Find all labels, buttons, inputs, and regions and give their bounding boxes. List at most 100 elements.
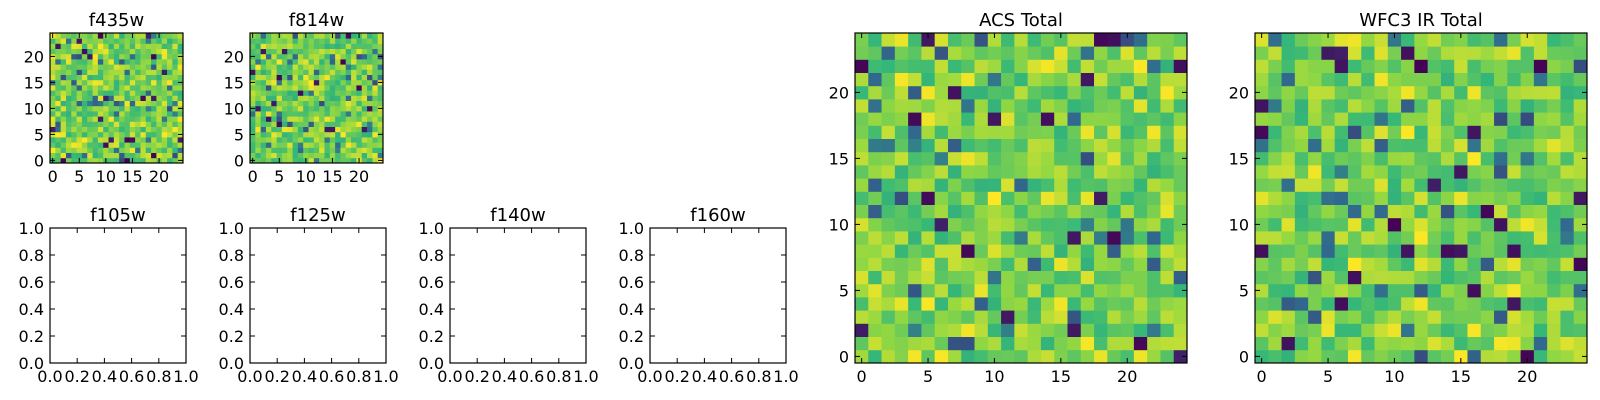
- heatmap-cell: [303, 64, 309, 70]
- heatmap-cell: [76, 142, 83, 148]
- heatmap-cell: [1094, 125, 1108, 139]
- heatmap-cell: [1255, 270, 1269, 285]
- heatmap-cell: [271, 111, 277, 117]
- heatmap-cell: [1467, 33, 1482, 47]
- heatmap-cell: [1401, 125, 1415, 139]
- heatmap-cell: [1374, 151, 1389, 166]
- heatmap-cell: [177, 147, 184, 153]
- heatmap-cell: [135, 126, 141, 133]
- heatmap-cell: [172, 105, 179, 112]
- heatmap-cell: [1054, 297, 1068, 311]
- heatmap-cell: [1480, 112, 1495, 126]
- heatmap-cell: [1173, 297, 1188, 311]
- heatmap-cell: [1054, 59, 1068, 73]
- heatmap-cell: [276, 79, 283, 86]
- heatmap-cell: [1173, 151, 1188, 166]
- heatmap-cell: [361, 90, 368, 96]
- heatmap-cell: [87, 137, 93, 143]
- heatmap-cell: [308, 131, 315, 138]
- heatmap-cell: [297, 48, 304, 55]
- heatmap-cell: [172, 33, 179, 39]
- heatmap-cell: [340, 137, 347, 143]
- heatmap-cell: [145, 33, 152, 39]
- heatmap-cell: [103, 116, 109, 122]
- heatmap-cell: [934, 257, 949, 271]
- heatmap-cell: [1107, 204, 1121, 219]
- heatmap-cell: [1160, 270, 1175, 285]
- heatmap-cell: [1334, 297, 1349, 311]
- heatmap-cell: [313, 142, 320, 148]
- heatmap-cell: [1560, 72, 1575, 87]
- heatmap-cell: [868, 178, 882, 192]
- heatmap-cell: [140, 157, 147, 164]
- heatmap-cell: [340, 43, 347, 49]
- heatmap-cell: [167, 90, 173, 96]
- heatmap-cell: [987, 270, 1002, 285]
- heatmap-cell: [1507, 46, 1521, 60]
- heatmap-cell: [881, 151, 896, 166]
- heatmap-cell: [1374, 33, 1389, 47]
- heatmap-cell: [145, 38, 152, 44]
- heatmap-cell: [287, 90, 293, 96]
- heatmap-cell: [1347, 178, 1362, 192]
- heatmap-cell: [1533, 178, 1548, 192]
- heatmap-cell: [377, 74, 384, 81]
- heatmap-cell: [351, 53, 357, 60]
- heatmap-cell: [50, 152, 56, 159]
- heatmap-cell: [881, 231, 896, 245]
- heatmap-cell: [1160, 217, 1175, 232]
- heatmap-cell: [250, 59, 256, 65]
- heatmap-cell: [260, 43, 267, 49]
- heatmap-cell: [65, 53, 72, 60]
- heatmap-cell: [113, 131, 120, 138]
- heatmap-cell: [1027, 178, 1042, 192]
- heatmap-cell: [1173, 323, 1188, 337]
- heatmap-cell: [868, 125, 882, 139]
- heatmap-cell: [1308, 33, 1322, 47]
- heatmap-cell: [313, 105, 320, 112]
- heatmap-cell: [324, 64, 331, 70]
- heatmap-cell: [1321, 178, 1336, 192]
- heatmap-cell: [287, 95, 293, 101]
- heatmap-cell: [1001, 204, 1015, 219]
- heatmap-cell: [367, 157, 373, 164]
- heatmap-cell: [1454, 349, 1468, 364]
- heatmap-cell: [145, 69, 152, 75]
- heatmap-cell: [1147, 125, 1161, 139]
- heatmap-cell: [1255, 138, 1269, 153]
- heatmap-cell: [1294, 125, 1309, 139]
- heatmap-cell: [292, 100, 299, 107]
- heatmap-cell: [1427, 59, 1442, 73]
- heatmap-cell: [71, 74, 77, 81]
- heatmap-cell: [113, 79, 120, 86]
- heatmap-cell: [1040, 310, 1055, 324]
- heatmap-cell: [108, 59, 115, 65]
- heatmap-cell: [103, 48, 109, 55]
- heatmap-cell: [1014, 59, 1029, 73]
- heatmap-cell: [894, 46, 909, 60]
- heatmap-cell: [319, 64, 325, 70]
- heatmap-cell: [1321, 323, 1336, 337]
- heatmap-cell: [308, 69, 315, 75]
- heatmap-cell: [1467, 270, 1482, 285]
- heatmap-cell: [1308, 323, 1322, 337]
- heatmap-cell: [71, 157, 77, 164]
- heatmap-cell: [319, 33, 325, 39]
- heatmap-cell: [1427, 336, 1442, 351]
- heatmap-cell: [351, 90, 357, 96]
- heatmap-cell: [921, 349, 936, 364]
- heatmap-cell: [313, 100, 320, 107]
- heatmap-cell: [372, 157, 379, 164]
- heatmap-cell: [1560, 178, 1575, 192]
- heatmap-cell: [1401, 217, 1415, 232]
- heatmap-cell: [177, 64, 184, 70]
- heatmap-cell: [372, 116, 379, 122]
- heatmap-cell: [351, 59, 357, 65]
- heatmap-cell: [367, 59, 373, 65]
- heatmap-cell: [308, 43, 315, 49]
- heatmap-cell: [319, 79, 325, 86]
- heatmap-cell: [271, 33, 277, 39]
- heatmap-cell: [894, 217, 909, 232]
- heatmap-cell: [1387, 204, 1402, 219]
